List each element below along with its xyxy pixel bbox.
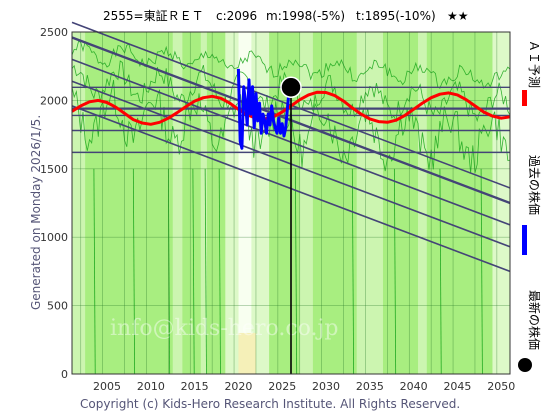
x-tick-label: 2040 bbox=[400, 380, 428, 393]
series-line bbox=[236, 68, 293, 150]
legend-item-latest: 最新の株価 bbox=[518, 290, 542, 372]
background-band bbox=[200, 32, 207, 374]
background-band bbox=[299, 32, 313, 374]
x-tick-label: 2010 bbox=[137, 380, 165, 393]
legend-swatch-ai bbox=[522, 90, 527, 106]
background-band-yellow bbox=[238, 332, 256, 374]
legend-label-ai: ＡＩ予測 bbox=[527, 40, 541, 88]
green-dip-line bbox=[204, 168, 207, 375]
legend-dot-latest bbox=[518, 358, 532, 372]
x-tick-label: 2035 bbox=[356, 380, 384, 393]
y-tick-label: 2500 bbox=[40, 26, 68, 39]
legend-label-latest: 最新の株価 bbox=[527, 290, 542, 350]
chart-title-code: 2555=東証ＲＥＴ bbox=[103, 9, 204, 23]
y-tick-label: 2000 bbox=[40, 94, 68, 107]
copyright-footer: Copyright (c) Kids-Hero Research Institu… bbox=[80, 397, 460, 411]
y-tick-label: 500 bbox=[47, 300, 68, 313]
x-tick-label: 2015 bbox=[181, 380, 209, 393]
background-band bbox=[72, 32, 86, 374]
legend-swatch-past bbox=[522, 225, 527, 255]
x-tick-label: 2045 bbox=[443, 380, 471, 393]
green-dip-line bbox=[480, 168, 483, 375]
green-dip-line bbox=[192, 168, 195, 375]
background-band bbox=[356, 32, 383, 374]
plot-area: info@kids-hero.co.jp bbox=[71, 21, 511, 375]
chart-title-target: t:1895(-10%) bbox=[356, 9, 436, 23]
x-tick-label: 2050 bbox=[487, 380, 515, 393]
legend-label-past: 過去の株価 bbox=[527, 155, 542, 215]
green-dip-line bbox=[132, 168, 136, 375]
x-tick-label: 2025 bbox=[268, 380, 296, 393]
generated-date-label: Generated on Monday 2026/1/5. bbox=[29, 115, 43, 310]
y-axis-ticks: 0 500 1000 1500 2000 2500 bbox=[40, 26, 68, 381]
x-axis-ticks: 2005 2010 2015 2020 2025 2030 2035 2040 2045 2050 bbox=[93, 380, 515, 393]
chart-title-stars: ★★ bbox=[447, 9, 469, 23]
latest-marker bbox=[280, 76, 302, 374]
y-tick-label: 1500 bbox=[40, 163, 68, 176]
x-tick-label: 2020 bbox=[224, 380, 252, 393]
y-tick-label: 0 bbox=[61, 368, 68, 381]
plot-border bbox=[71, 31, 511, 375]
legend-item-ai: ＡＩ予測 bbox=[522, 40, 541, 106]
x-tick-label: 2005 bbox=[93, 380, 121, 393]
background-band bbox=[172, 32, 183, 374]
vertical-gridlines bbox=[80, 32, 498, 374]
x-tick-label: 2030 bbox=[312, 380, 340, 393]
legend-item-past: 過去の株価 bbox=[522, 155, 542, 255]
background-band bbox=[225, 32, 239, 374]
watermark: info@kids-hero.co.jp bbox=[110, 316, 338, 341]
green-dip-line bbox=[93, 168, 96, 375]
latest-point bbox=[280, 76, 302, 99]
chart-title-mid: m:1998(-5%) bbox=[266, 9, 345, 23]
chart-title-current: c:2096 bbox=[216, 9, 257, 23]
green-dip-line bbox=[351, 168, 355, 375]
green-dip-line bbox=[294, 168, 298, 375]
green-dip-line bbox=[439, 168, 442, 375]
background-band bbox=[418, 32, 427, 374]
y-tick-label: 1000 bbox=[40, 231, 68, 244]
green-dip-line bbox=[218, 168, 221, 375]
legend: ＡＩ予測 過去の株価 最新の株価 bbox=[518, 40, 542, 372]
